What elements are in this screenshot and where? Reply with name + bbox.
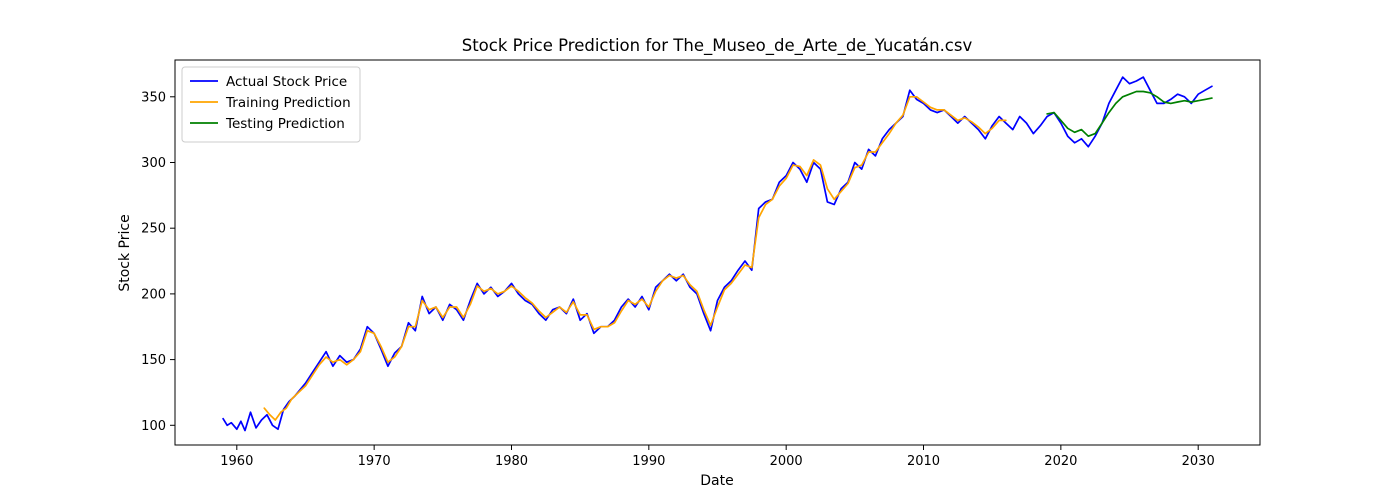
y-tick-label: 150 [141,353,166,368]
y-tick-label: 100 [141,419,166,434]
x-tick-label: 2000 [770,454,803,469]
y-tick-label: 250 [141,222,166,237]
y-tick-label: 200 [141,287,166,302]
x-tick-label: 1970 [358,454,391,469]
series-line-3 [1046,90,1213,138]
legend-label: Training Prediction [225,95,351,111]
legend-label: Testing Prediction [225,116,345,132]
legend: Actual Stock Price Training Prediction Tes… [181,66,361,143]
chart-title: Stock Price Prediction for The_Museo_de_… [462,36,973,56]
plot-frame [174,59,1261,446]
legend-label: Actual Stock Price [226,74,347,90]
y-tick-label: 300 [141,156,166,171]
y-axis-title: Stock Price [117,214,133,291]
x-tick-label: 1960 [220,454,253,469]
axes-layer: 1960 1970 1980 1990 2000 2010 2020 2030 100 150 20… [141,59,1261,469]
legend-box [181,66,361,143]
series-line-1 [222,76,1213,432]
series-line-2 [263,95,1007,421]
x-tick-label: 2010 [907,454,940,469]
x-tick-label: 1980 [495,454,528,469]
y-tick-label: 350 [141,90,166,105]
x-tick-label: 2030 [1182,454,1215,469]
x-tick-label: 1990 [632,454,665,469]
x-tick-label: 2020 [1044,454,1077,469]
series-layer [222,76,1213,432]
x-axis-title: Date [700,473,733,489]
